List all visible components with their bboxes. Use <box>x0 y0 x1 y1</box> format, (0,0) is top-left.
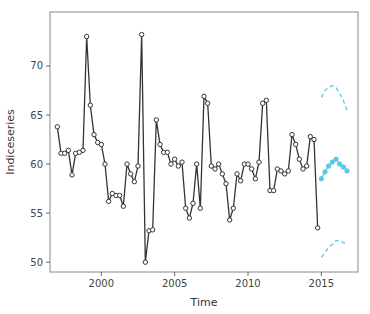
chart: 2000 2005 2010 2015 50 55 60 65 70 Time Indiceseri… <box>0 0 370 314</box>
series-point <box>132 180 136 184</box>
series-point <box>66 148 70 152</box>
series-point <box>345 169 349 173</box>
series-point <box>81 148 85 152</box>
series-point <box>220 172 224 176</box>
series-point <box>55 125 59 129</box>
series-point <box>172 157 176 161</box>
series-point <box>231 206 235 210</box>
series-line <box>321 86 347 111</box>
series-line <box>57 35 317 263</box>
series-point <box>88 103 92 107</box>
x-tick-label: 2015 <box>309 278 334 289</box>
series-point <box>128 172 132 176</box>
series-point <box>315 226 319 230</box>
series-point <box>176 164 180 168</box>
series-point <box>169 162 173 166</box>
series-point <box>334 157 338 161</box>
series-point <box>183 206 187 210</box>
series-point <box>323 170 327 174</box>
x-tick <box>101 272 102 276</box>
series-line <box>321 241 347 258</box>
series-point <box>194 162 198 166</box>
series-point <box>99 142 103 146</box>
series-point <box>92 132 96 136</box>
series-point <box>246 162 250 166</box>
y-tick-label: 60 <box>30 159 43 170</box>
y-tick <box>46 262 50 263</box>
y-tick-label: 70 <box>30 60 43 71</box>
series-point <box>121 204 125 208</box>
y-tick <box>46 213 50 214</box>
series-point <box>293 142 297 146</box>
y-tick <box>46 164 50 165</box>
series-point <box>143 260 147 264</box>
series-point <box>216 162 220 166</box>
series-point <box>304 164 308 168</box>
series-point <box>205 101 209 105</box>
series-point <box>253 177 257 181</box>
series-point <box>117 193 121 197</box>
x-axis-label: Time <box>190 296 218 309</box>
series-point <box>341 165 345 169</box>
series-point <box>202 94 206 98</box>
series-point <box>319 177 323 181</box>
y-tick-label: 50 <box>30 257 43 268</box>
plot-area <box>55 32 349 264</box>
series-point <box>180 160 184 164</box>
series-point <box>297 157 301 161</box>
series-point <box>213 167 217 171</box>
series-point <box>227 218 231 222</box>
series-point <box>106 199 110 203</box>
series-point <box>150 228 154 232</box>
x-tick <box>248 272 249 276</box>
series-point <box>290 132 294 136</box>
series-point <box>235 172 239 176</box>
series-point <box>312 137 316 141</box>
series-point <box>249 167 253 171</box>
x-tick-label: 2000 <box>89 278 114 289</box>
series-point <box>224 181 228 185</box>
series-point <box>103 162 107 166</box>
y-tick-label: 55 <box>30 208 43 219</box>
x-tick <box>321 272 322 276</box>
plot-frame <box>50 12 358 272</box>
series-point <box>165 150 169 154</box>
series-point <box>286 169 290 173</box>
series-point <box>198 206 202 210</box>
series-point <box>70 173 74 177</box>
series-point <box>191 201 195 205</box>
series-point <box>187 216 191 220</box>
series-point <box>257 160 261 164</box>
series-point <box>238 179 242 183</box>
y-tick-label: 65 <box>30 110 43 121</box>
series-point <box>84 34 88 38</box>
x-tick-label: 2010 <box>235 278 260 289</box>
series-point <box>125 162 129 166</box>
series-point <box>326 164 330 168</box>
series-line <box>321 159 347 179</box>
y-axis-label: Indiceseries <box>4 109 17 175</box>
y-tick <box>46 115 50 116</box>
series-point <box>264 98 268 102</box>
x-tick-label: 2005 <box>162 278 187 289</box>
series-point <box>158 142 162 146</box>
series-point <box>154 118 158 122</box>
x-tick <box>174 272 175 276</box>
series-point <box>271 188 275 192</box>
series-point <box>139 32 143 36</box>
y-tick <box>46 65 50 66</box>
series-point <box>136 164 140 168</box>
